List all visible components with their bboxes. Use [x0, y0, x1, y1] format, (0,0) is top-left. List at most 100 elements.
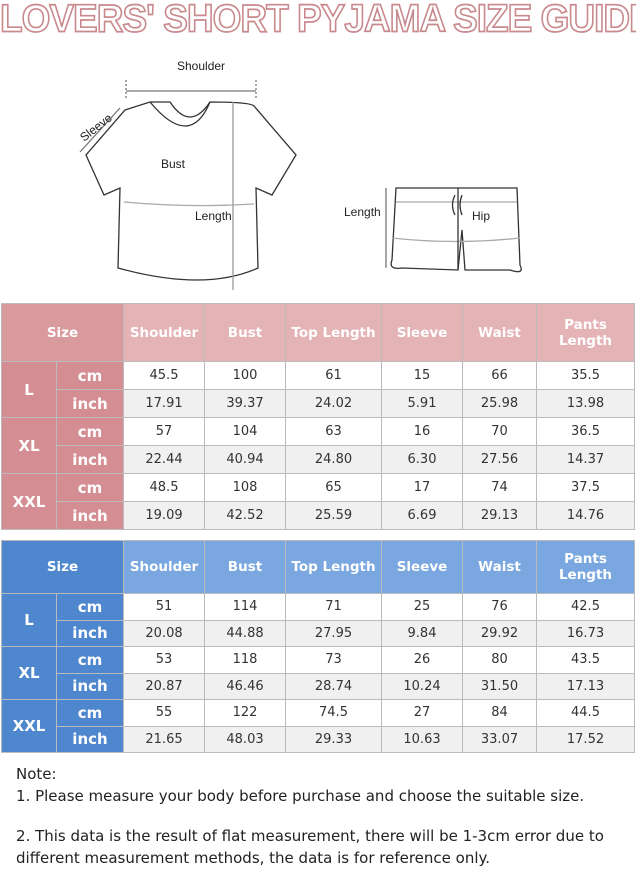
table-cell: 36.5: [536, 417, 635, 446]
table-cell: 114: [204, 593, 286, 621]
column-header: Shoulder: [123, 303, 205, 362]
size-label: XL: [1, 646, 57, 700]
shorts-diagram: [385, 187, 522, 273]
table-row: inch 21.65 48.03 29.33 10.63 33.07 17.52: [2, 725, 635, 753]
unit-label: cm: [56, 361, 124, 390]
table-cell: 19.09: [123, 501, 205, 530]
table-cell: 15: [381, 361, 463, 390]
table-cell: 84: [462, 699, 537, 727]
table-cell: 57: [123, 417, 205, 446]
garment-diagrams: Shoulder Sleeve Bust Length Length Hip: [77, 59, 522, 290]
table-cell: 13.98: [536, 389, 635, 418]
table-cell: 53: [123, 646, 205, 674]
table-cell: 80: [462, 646, 537, 674]
notes: Note: 1. Please measure your body before…: [16, 763, 626, 869]
unit-label: cm: [56, 593, 124, 621]
table-cell: 14.76: [536, 501, 635, 530]
column-header: Waist: [462, 540, 537, 594]
unit-label: inch: [56, 389, 124, 418]
table-cell: 70: [462, 417, 537, 446]
table-row: inch 17.91 39.37 24.02 5.91 25.98 13.98: [2, 389, 635, 418]
table-cell: 73: [285, 646, 382, 674]
table-cell: 6.69: [381, 501, 463, 530]
table-cell: 28.74: [285, 672, 382, 700]
table-cell: 118: [204, 646, 286, 674]
table-cell: 46.46: [204, 672, 286, 700]
table-cell: 29.92: [462, 619, 537, 647]
table-cell: 5.91: [381, 389, 463, 418]
table-row: inch 20.87 46.46 28.74 10.24 31.50 17.13: [2, 672, 635, 700]
unit-label: inch: [56, 672, 124, 700]
table-cell: 122: [204, 699, 286, 727]
notes-heading: Note:: [16, 765, 57, 783]
table-cell: 44.5: [536, 699, 635, 727]
table-cell: 16.73: [536, 619, 635, 647]
column-header: Top Length: [285, 303, 382, 362]
table-cell: 71: [285, 593, 382, 621]
header-row: Size Shoulder Bust Top Length Sleeve Waist Pan…: [1, 303, 635, 362]
table-cell: 42.52: [204, 501, 286, 530]
column-header: Pants Length: [536, 540, 635, 594]
column-header: Sleeve: [381, 303, 463, 362]
table-cell: 100: [204, 361, 286, 390]
table-cell: 45.5: [123, 361, 205, 390]
table-row: inch 19.09 42.52 25.59 6.69 29.13 14.76: [2, 501, 635, 530]
column-header: Size: [1, 303, 124, 362]
table-cell: 21.65: [123, 725, 205, 753]
table-cell: 6.30: [381, 445, 463, 474]
table-row: XXL cm 55 122 74.5 27 84 44.5: [1, 699, 635, 753]
table-cell: 55: [123, 699, 205, 727]
table-cell: 63: [285, 417, 382, 446]
shoulder-label: Shoulder: [177, 59, 225, 73]
table-cell: 24.80: [285, 445, 382, 474]
table-cell: 35.5: [536, 361, 635, 390]
size-label: L: [1, 361, 57, 418]
table-cell: 29.13: [462, 501, 537, 530]
table-cell: 14.37: [536, 445, 635, 474]
table-row: inch 20.08 44.88 27.95 9.84 29.92 16.73: [2, 619, 635, 647]
table-row: XL cm 53 118 73 26 80 43.5: [1, 646, 635, 700]
column-header: Bust: [204, 540, 286, 594]
table-cell: 25: [381, 593, 463, 621]
table-cell: 22.44: [123, 445, 205, 474]
column-header: Waist: [462, 303, 537, 362]
table-cell: 25.59: [285, 501, 382, 530]
unit-label: inch: [56, 501, 124, 530]
column-header: Shoulder: [123, 540, 205, 594]
unit-label: cm: [56, 473, 124, 502]
shorts-length-label: Length: [344, 205, 381, 219]
table-cell: 40.94: [204, 445, 286, 474]
table-cell: 37.5: [536, 473, 635, 502]
column-header: Bust: [204, 303, 286, 362]
table-cell: 33.07: [462, 725, 537, 753]
column-header: Top Length: [285, 540, 382, 594]
table-cell: 31.50: [462, 672, 537, 700]
table-cell: 17: [381, 473, 463, 502]
table-cell: 48.03: [204, 725, 286, 753]
table-row: XXL cm 48.5 108 65 17 74 37.5: [1, 473, 635, 530]
table-cell: 17.13: [536, 672, 635, 700]
header-row: Size Shoulder Bust Top Length Sleeve Waist Pan…: [1, 540, 635, 594]
column-header: Sleeve: [381, 540, 463, 594]
hip-label: Hip: [472, 209, 490, 223]
size-table-blue: Size Shoulder Bust Top Length Sleeve Waist Pan…: [1, 540, 635, 753]
size-label: XXL: [1, 699, 57, 753]
table-cell: 43.5: [536, 646, 635, 674]
column-header: Pants Length: [536, 303, 635, 362]
table-cell: 27.95: [285, 619, 382, 647]
table-cell: 29.33: [285, 725, 382, 753]
table-cell: 27.56: [462, 445, 537, 474]
table-cell: 26: [381, 646, 463, 674]
table-cell: 108: [204, 473, 286, 502]
unit-label: cm: [56, 417, 124, 446]
table-cell: 65: [285, 473, 382, 502]
note-1: 1. Please measure your body before purch…: [16, 787, 585, 805]
page-title: LOVERS' SHORT PYJAMA SIZE GUIDE: [0, 0, 636, 41]
size-label: XL: [1, 417, 57, 474]
size-table-pink: Size Shoulder Bust Top Length Sleeve Waist Pan…: [1, 303, 635, 530]
size-label: XXL: [1, 473, 57, 530]
bust-label: Bust: [161, 157, 186, 171]
